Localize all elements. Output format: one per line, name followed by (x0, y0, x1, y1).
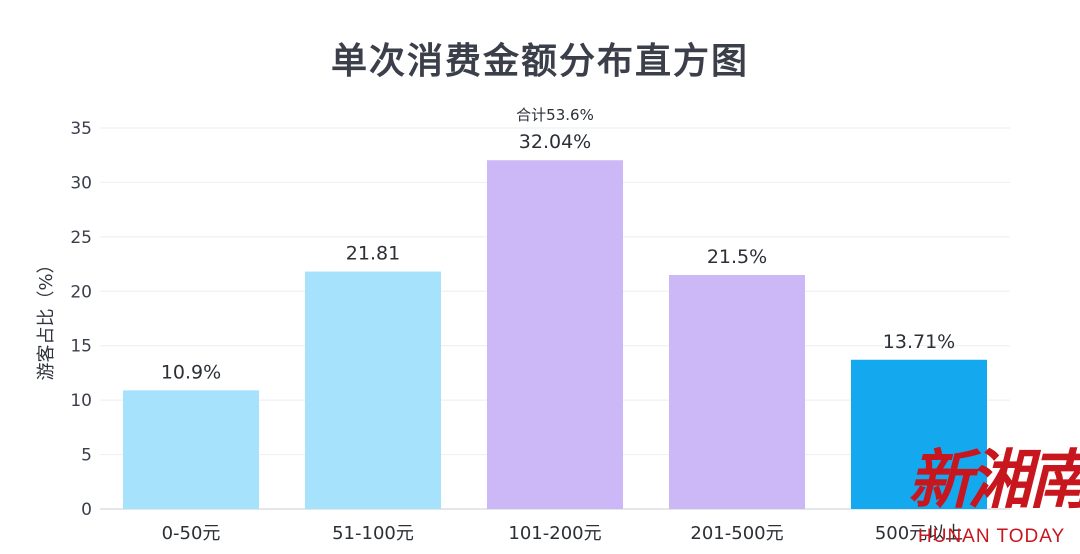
bar-value-label: 32.04% (519, 131, 591, 153)
watermark-en-text: HUNAN TODAY (918, 526, 1066, 547)
news-logo-watermark: 新湘南 HUNAN TODAY (900, 446, 1080, 550)
bar-value-label: 21.5% (707, 246, 767, 268)
y-tick-label: 35 (70, 119, 92, 139)
y-tick-label: 15 (70, 337, 92, 357)
x-tick-label: 201-500元 (690, 523, 783, 544)
watermark-cn-text: 新湘南 (908, 443, 1080, 518)
chart-title: 单次消费金额分布直方图 (330, 41, 749, 82)
bar-value-label: 21.81 (346, 243, 400, 265)
bar-value-label: 13.71% (883, 331, 955, 353)
total-annotation: 合计53.6% (516, 106, 594, 124)
x-tick-label: 101-200元 (508, 523, 601, 544)
y-axis-label: 游客占比（%） (36, 255, 57, 380)
bar (305, 271, 441, 509)
bar (669, 274, 805, 509)
y-tick-label: 0 (81, 500, 92, 520)
y-tick-label: 10 (70, 391, 92, 411)
bar (123, 390, 259, 509)
y-tick-label: 25 (70, 228, 92, 248)
x-tick-label: 0-50元 (162, 523, 221, 544)
bar (487, 160, 623, 509)
x-tick-label: 51-100元 (332, 523, 414, 544)
y-tick-label: 30 (70, 173, 92, 193)
y-tick-label: 5 (81, 446, 92, 466)
bar (851, 359, 987, 509)
bar-value-label: 10.9% (161, 361, 221, 383)
y-tick-label: 20 (70, 282, 92, 302)
x-tick-label: 500元以上 (875, 523, 963, 544)
